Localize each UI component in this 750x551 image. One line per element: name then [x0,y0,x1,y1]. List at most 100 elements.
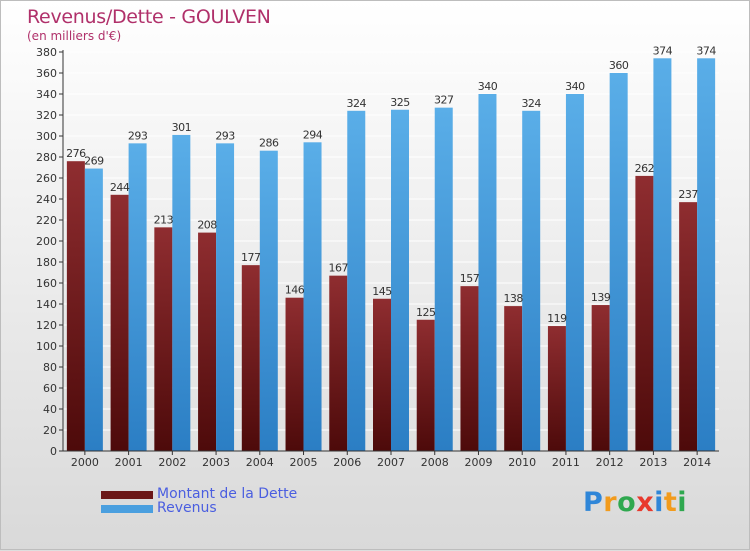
bar-revenus [84,168,103,452]
bar-dette [241,265,260,451]
bar-dette [460,286,479,451]
x-tick-label: 2002 [158,456,186,469]
y-tick-label: 300 [36,130,57,143]
data-label-revenus: 340 [478,80,498,93]
logo-letter: r [603,487,618,518]
logo-letter: i [677,487,688,518]
y-tick-label: 100 [36,340,57,353]
data-label-dette: 276 [66,147,86,160]
x-tick-label: 2004 [246,456,274,469]
data-label-dette: 138 [503,292,523,305]
y-tick-label: 0 [50,445,57,458]
y-tick-label: 220 [36,214,57,227]
bar-dette [329,275,348,451]
x-tick-label: 2003 [202,456,230,469]
y-tick-label: 20 [43,424,57,437]
data-label-revenus: 324 [521,97,541,110]
data-label-revenus: 360 [609,59,629,72]
data-label-dette: 167 [329,262,349,275]
x-tick-label: 2011 [552,456,580,469]
y-tick-label: 280 [36,151,57,164]
x-tick-label: 2013 [639,456,667,469]
data-label-revenus: 325 [390,96,410,109]
bar-revenus [609,73,628,451]
bar-revenus [522,110,541,452]
data-label-dette: 119 [547,312,567,325]
y-tick-label: 360 [36,67,57,80]
bar-revenus [653,58,672,452]
x-tick-label: 2006 [333,456,361,469]
logo-letter: x [636,487,655,518]
y-tick-label: 40 [43,403,57,416]
x-tick-label: 2005 [290,456,318,469]
y-tick-label: 340 [36,88,57,101]
data-label-revenus: 340 [565,80,585,93]
y-tick-label: 80 [43,361,57,374]
x-tick-label: 2012 [596,456,624,469]
bar-dette [504,306,523,451]
data-label-revenus: 286 [259,137,279,150]
bar-dette [198,232,217,451]
y-tick-label: 260 [36,172,57,185]
bar-revenus [565,94,584,451]
bar-dette [591,305,610,451]
chart-subtitle: (en milliers d'€) [27,29,122,43]
legend-swatch-dette [101,491,153,499]
y-tick-label: 380 [36,46,57,59]
bar-revenus [347,110,366,452]
bar-revenus [391,109,409,451]
bar-dette [416,319,435,451]
data-label-dette: 244 [110,181,130,194]
data-label-revenus: 269 [84,155,104,168]
data-label-revenus: 293 [128,129,148,142]
bar-dette [373,298,391,451]
data-label-dette: 125 [416,306,436,319]
y-tick-label: 140 [36,298,57,311]
logo-letter: P [583,487,604,518]
legend-label-revenus: Revenus [157,500,217,516]
x-tick-label: 2014 [683,456,711,469]
y-tick-label: 320 [36,109,57,122]
data-label-dette: 145 [372,285,392,298]
bar-revenus [697,58,716,452]
data-label-dette: 139 [591,291,611,304]
data-label-revenus: 293 [215,129,235,142]
y-tick-label: 160 [36,277,57,290]
legend-swatch-revenus [101,505,153,513]
logo-letter: t [663,487,678,518]
bar-dette [285,297,304,451]
data-label-revenus: 324 [347,97,367,110]
x-tick-label: 2009 [464,456,492,469]
bar-revenus [216,143,235,451]
data-label-revenus: 301 [172,121,192,134]
y-tick-label: 240 [36,193,57,206]
y-tick-label: 60 [43,382,57,395]
bar-revenus [478,94,497,451]
bar-dette [154,227,173,451]
chart-title: Revenus/Dette - GOULVEN [27,6,271,28]
logo-letter: o [617,487,637,518]
legend-label-dette: Montant de la Dette [157,486,298,502]
bar-revenus [128,143,147,451]
data-label-dette: 262 [635,162,655,175]
x-tick-label: 2001 [115,456,143,469]
bar-dette [66,161,85,451]
proxiti-logo: Proxiti [583,487,687,518]
y-tick-label: 120 [36,319,57,332]
data-label-dette: 213 [154,213,174,226]
x-tick-label: 2000 [71,456,99,469]
bar-revenus [172,134,191,451]
data-label-revenus: 374 [653,44,673,57]
x-tick-label: 2008 [421,456,449,469]
bar-revenus [434,107,453,452]
bar-dette [679,202,698,451]
data-label-dette: 208 [197,219,217,232]
data-label-revenus: 374 [696,44,716,57]
data-label-dette: 157 [460,272,480,285]
data-label-dette: 146 [285,284,305,297]
bar-revenus [303,142,322,452]
data-label-revenus: 294 [303,128,323,141]
bar-revenus [259,150,278,451]
